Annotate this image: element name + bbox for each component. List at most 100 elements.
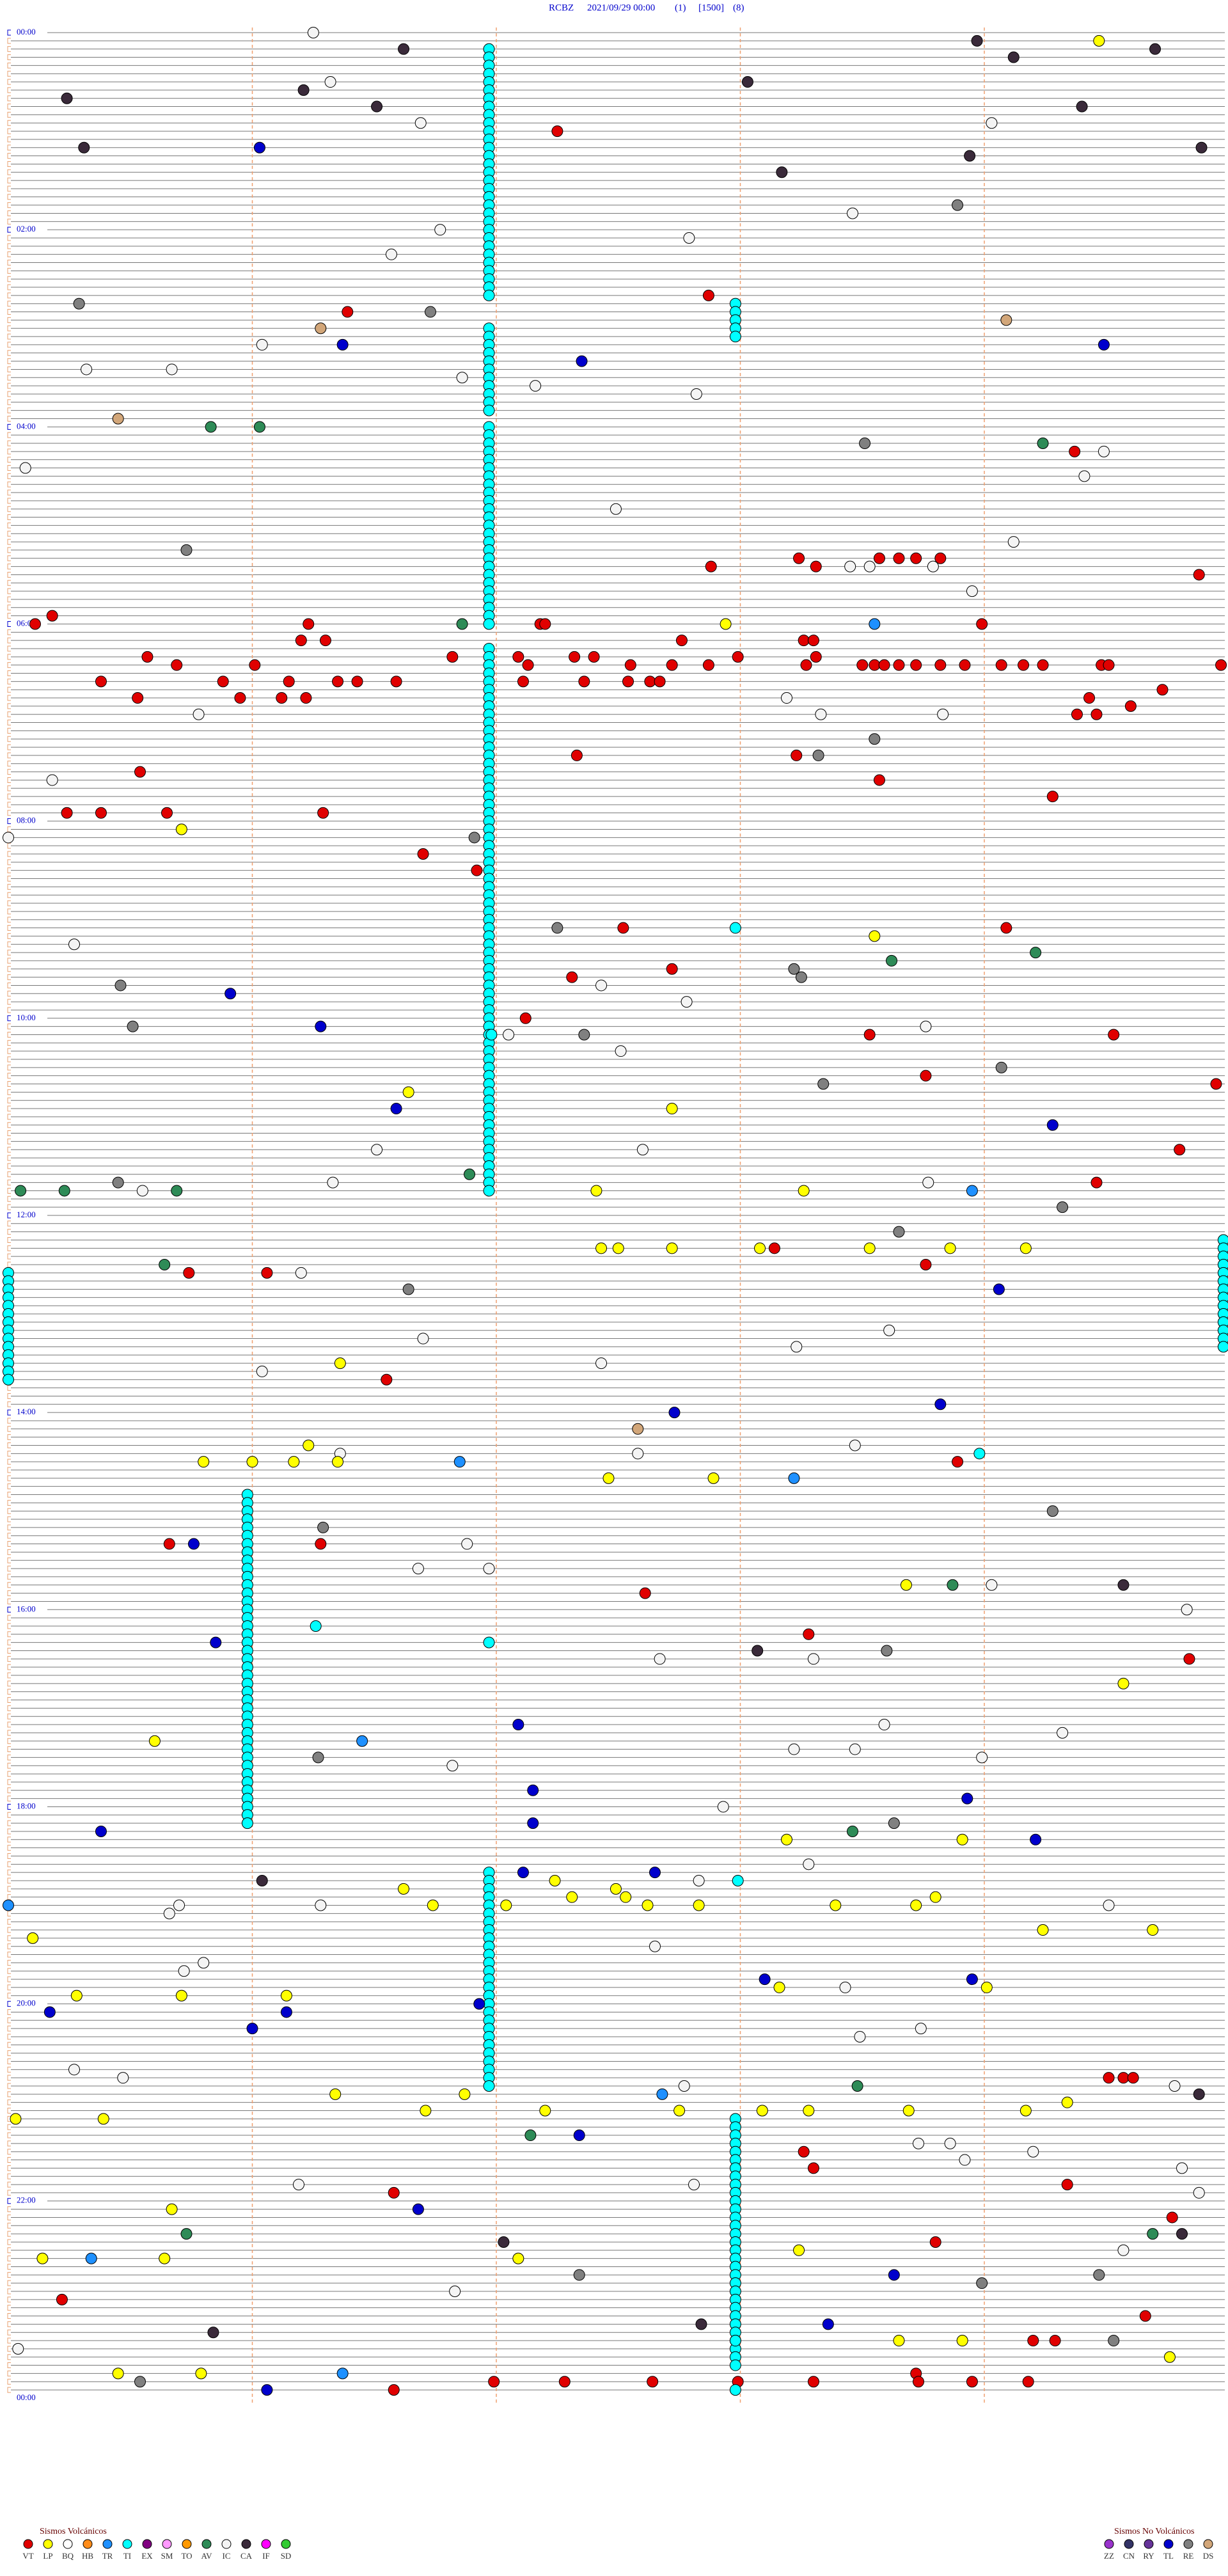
event bbox=[888, 2269, 900, 2281]
event bbox=[966, 1185, 978, 1197]
event bbox=[73, 297, 85, 310]
row-bracket bbox=[7, 29, 11, 36]
row-bracket bbox=[7, 448, 11, 455]
row-bracket bbox=[7, 325, 11, 331]
event bbox=[807, 2162, 819, 2174]
row-bracket bbox=[7, 1762, 11, 1769]
legend-swatch bbox=[221, 2539, 232, 2549]
event bbox=[148, 1735, 161, 1747]
row-bracket bbox=[7, 711, 11, 718]
event bbox=[15, 1185, 27, 1197]
event bbox=[934, 1398, 947, 1410]
event bbox=[883, 1324, 895, 1336]
event bbox=[280, 1989, 292, 2002]
event bbox=[527, 1817, 539, 1829]
row-bracket bbox=[7, 415, 11, 422]
event bbox=[878, 659, 890, 671]
row-bracket bbox=[7, 136, 11, 143]
legend-label: BQ bbox=[62, 2551, 74, 2561]
tremor-event bbox=[1217, 1341, 1228, 1353]
event bbox=[498, 2236, 510, 2248]
event bbox=[1037, 659, 1049, 671]
header: RCBZ 2021/09/29 00:00 (1) [1500] (8) bbox=[549, 3, 744, 13]
row-bracket bbox=[7, 1861, 11, 1867]
legend-swatch bbox=[142, 2539, 152, 2549]
event bbox=[590, 1185, 602, 1197]
event bbox=[927, 560, 939, 573]
event bbox=[844, 560, 856, 573]
event bbox=[249, 659, 261, 671]
row-bracket bbox=[7, 104, 11, 110]
event bbox=[261, 2384, 273, 2396]
row-bracket bbox=[7, 900, 11, 906]
event bbox=[180, 544, 193, 556]
row-bracket bbox=[7, 70, 11, 77]
event bbox=[863, 1029, 876, 1041]
hour-label: 22:00 bbox=[17, 2195, 36, 2205]
event bbox=[3, 1899, 14, 1911]
event bbox=[566, 971, 578, 983]
row-bracket bbox=[7, 1138, 11, 1144]
event bbox=[183, 1267, 195, 1279]
event bbox=[788, 1743, 800, 1755]
row-bracket bbox=[7, 703, 11, 709]
event bbox=[1176, 2162, 1188, 2174]
event bbox=[780, 692, 792, 704]
event bbox=[1156, 684, 1169, 696]
event bbox=[1030, 947, 1042, 959]
legend: Sismos Volcánicos Sismos No Volcánicos V… bbox=[22, 2527, 1213, 2561]
row-bracket bbox=[7, 1023, 11, 1030]
legend-label: ZZ bbox=[1104, 2551, 1114, 2561]
row-bracket bbox=[7, 1499, 11, 1506]
row-bracket bbox=[7, 1779, 11, 1785]
row-bracket bbox=[7, 2091, 11, 2098]
row-bracket bbox=[7, 2313, 11, 2319]
event bbox=[807, 2376, 819, 2388]
row-bracket bbox=[7, 2198, 11, 2204]
row-bracket bbox=[7, 194, 11, 200]
row-bracket bbox=[7, 1015, 11, 1022]
event bbox=[114, 979, 127, 992]
event bbox=[803, 1858, 815, 1870]
row-bracket bbox=[7, 662, 11, 668]
row-bracket bbox=[7, 1976, 11, 1982]
event bbox=[332, 1456, 344, 1468]
event bbox=[1057, 1727, 1069, 1739]
event bbox=[171, 1185, 183, 1197]
event bbox=[81, 363, 93, 375]
row-bracket bbox=[7, 1598, 11, 1604]
row-bracket bbox=[7, 1557, 11, 1563]
event bbox=[920, 1070, 932, 1082]
row-bracket bbox=[7, 1713, 11, 1719]
event bbox=[19, 462, 31, 474]
row-bracket bbox=[7, 423, 11, 430]
event bbox=[261, 1267, 273, 1279]
row-bracket bbox=[7, 1418, 11, 1424]
row-bracket bbox=[7, 1261, 11, 1268]
legend-label: RY bbox=[1143, 2551, 1154, 2561]
event bbox=[966, 585, 978, 597]
event bbox=[849, 1743, 861, 1755]
event bbox=[280, 2006, 292, 2018]
row-bracket bbox=[7, 974, 11, 981]
event bbox=[1037, 1924, 1049, 1936]
row-bracket bbox=[7, 2321, 11, 2327]
event bbox=[588, 651, 600, 663]
tremor-event bbox=[483, 1185, 495, 1197]
hour-label: 00:00 bbox=[17, 27, 36, 36]
row-bracket bbox=[7, 637, 11, 644]
row-bracket bbox=[7, 145, 11, 151]
row-bracket bbox=[7, 1385, 11, 1391]
row-bracket bbox=[7, 752, 11, 759]
legend-swatch bbox=[83, 2539, 93, 2549]
row-bracket bbox=[7, 2115, 11, 2122]
row-bracket bbox=[7, 596, 11, 603]
event bbox=[398, 1883, 410, 1895]
event bbox=[336, 2367, 349, 2380]
event bbox=[869, 930, 881, 942]
event bbox=[788, 1472, 800, 1484]
event bbox=[3, 832, 14, 844]
event bbox=[788, 963, 800, 975]
row-bracket bbox=[7, 818, 11, 825]
legend-label: TO bbox=[181, 2551, 192, 2561]
